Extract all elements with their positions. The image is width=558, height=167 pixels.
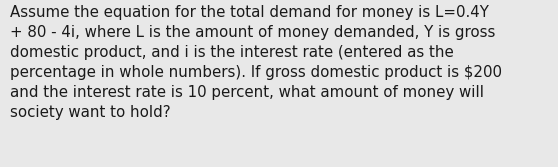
Text: Assume the equation for the total demand for money is L=0.4Y
+ 80 - 4i, where L : Assume the equation for the total demand… — [10, 5, 502, 120]
